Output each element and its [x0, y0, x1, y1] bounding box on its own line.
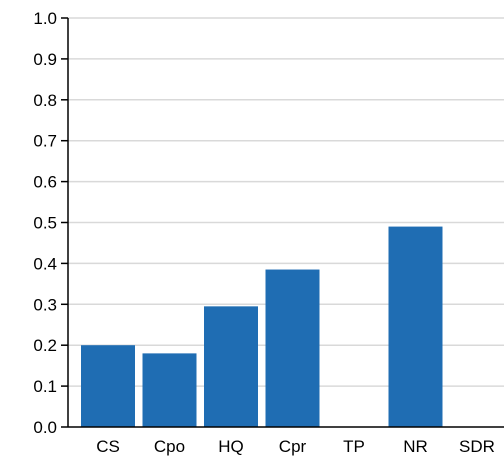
y-tick-label: 1.0: [33, 9, 57, 28]
bar-hq: [204, 306, 258, 427]
y-tick-label: 0.0: [33, 418, 57, 437]
y-tick-label: 0.9: [33, 50, 57, 69]
bar-cpo: [142, 353, 197, 427]
x-tick-label: Cpr: [279, 437, 307, 456]
x-tick-label: Cpo: [154, 437, 185, 456]
x-axis: CS Cpo HQ Cpr TP NR SDR: [68, 426, 504, 456]
x-tick-label: HQ: [218, 437, 244, 456]
bar-cpr: [265, 269, 320, 427]
y-tick-label: 0.6: [33, 173, 57, 192]
y-tick-label: 0.1: [33, 377, 57, 396]
bars: [81, 226, 443, 427]
x-tick-label: SDR: [459, 437, 495, 456]
y-tick-label: 0.7: [33, 132, 57, 151]
y-tick-label: 0.3: [33, 295, 57, 314]
y-axis: 0.0 0.1 0.2 0.3 0.4 0.5 0.6 0.7 0.8 0.9 1.0: [33, 9, 69, 437]
x-tick-label: TP: [343, 437, 365, 456]
y-tick-label: 0.5: [33, 214, 57, 233]
y-tick-label: 0.2: [33, 336, 57, 355]
y-tick-label: 0.4: [33, 254, 57, 273]
grid-lines: [68, 17, 504, 387]
bar-cs: [81, 345, 135, 427]
y-tick-label: 0.8: [33, 91, 57, 110]
bar-nr: [388, 226, 443, 427]
x-tick-label: CS: [96, 437, 120, 456]
x-tick-label: NR: [403, 437, 428, 456]
